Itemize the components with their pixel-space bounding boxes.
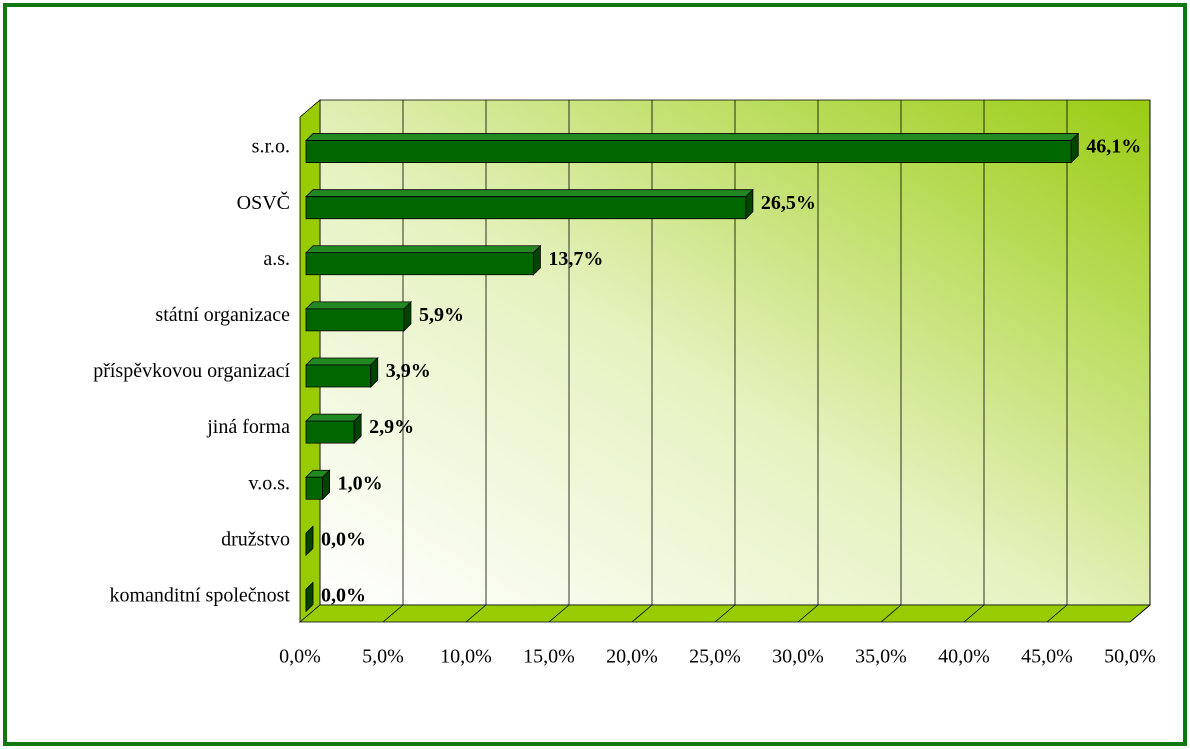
bar-face	[353, 413, 362, 445]
bar-face	[305, 357, 379, 366]
y-tick-label: a.s.	[263, 248, 290, 270]
bar-face	[305, 245, 542, 254]
bar	[305, 525, 314, 557]
bar-face	[305, 133, 1080, 141]
value-label: 46,1%	[1086, 136, 1141, 158]
x-tick-label: 25,0%	[689, 646, 741, 668]
y-tick-label: komanditní společnost	[109, 585, 290, 607]
x-tick-label: 40,0%	[938, 646, 990, 668]
value-label: 3,9%	[386, 360, 431, 382]
value-label: 1,0%	[338, 472, 383, 494]
x-tick-label: 15,0%	[523, 646, 575, 668]
bar-face	[305, 189, 754, 198]
grid-line	[1129, 604, 1151, 623]
bar	[305, 132, 1080, 164]
bar	[305, 469, 331, 501]
value-label: 26,5%	[761, 192, 816, 214]
x-tick-label: 10,0%	[440, 646, 492, 668]
x-tick-label: 30,0%	[772, 646, 824, 668]
bar-face	[305, 581, 314, 613]
y-tick-label: družstvo	[221, 528, 290, 550]
bar	[305, 413, 363, 445]
value-label: 0,0%	[321, 528, 366, 550]
bar	[305, 581, 314, 613]
y-tick-label: OSVČ	[237, 190, 290, 214]
value-label: 13,7%	[548, 248, 603, 270]
x-tick-label: 35,0%	[855, 646, 907, 668]
bar	[305, 244, 542, 276]
x-tick-label: 50,0%	[1104, 646, 1156, 668]
grid-line	[880, 604, 902, 623]
bar-face	[1070, 132, 1079, 164]
grid-line	[382, 604, 404, 623]
x-tick-label: 5,0%	[362, 646, 404, 668]
bar-face	[305, 476, 324, 500]
frame	[3, 3, 1187, 746]
bar-face	[305, 420, 355, 444]
bar-face	[305, 413, 363, 422]
y-tick-label: příspěvkovou organizací	[93, 360, 290, 382]
grid-line	[1046, 604, 1068, 623]
bar	[305, 188, 754, 220]
grid-line	[714, 604, 736, 623]
grid-line	[963, 604, 985, 623]
y-tick-label: jiná forma	[206, 416, 290, 438]
y-tick-label: státní organizace	[155, 304, 290, 326]
grid-line	[631, 604, 653, 623]
bar	[305, 357, 379, 388]
value-label: 2,9%	[369, 416, 414, 438]
bar-face	[305, 196, 747, 220]
bar-face	[745, 188, 754, 220]
x-tick-label: 45,0%	[1021, 646, 1073, 668]
grid-line	[465, 604, 487, 623]
bar-face	[305, 252, 534, 276]
bar-face	[370, 357, 379, 388]
x-tick-label: 20,0%	[606, 646, 658, 668]
bar-face	[305, 140, 1072, 163]
x-tick-label: 0,0%	[279, 646, 321, 668]
bar	[305, 300, 412, 332]
bar-face	[533, 244, 541, 276]
y-tick-label: v.o.s.	[249, 472, 290, 494]
grid-line	[548, 604, 570, 623]
bar-face	[305, 308, 405, 332]
bar-face	[322, 469, 331, 501]
bar-face	[305, 525, 314, 557]
value-label: 0,0%	[321, 585, 366, 607]
bar-face	[403, 300, 412, 332]
bar-face	[305, 364, 372, 388]
bar-face	[305, 301, 412, 310]
value-label: 5,9%	[419, 304, 464, 326]
grid-line	[797, 604, 819, 623]
y-tick-label: s.r.o.	[252, 136, 290, 158]
